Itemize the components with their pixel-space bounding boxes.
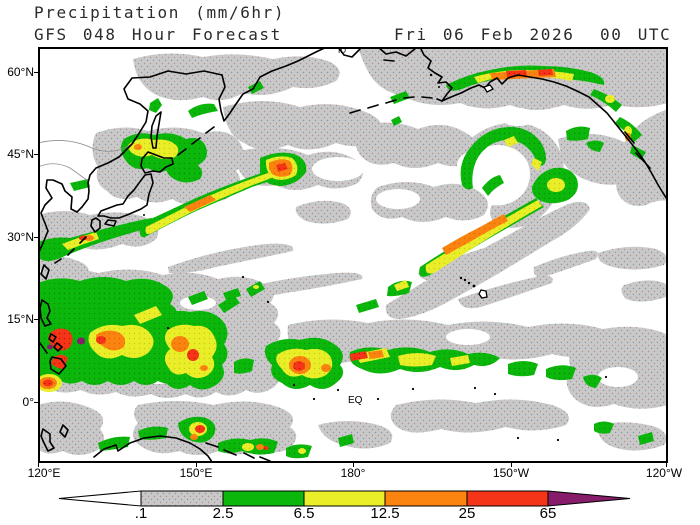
valid-date: Fri 06 Feb 2026 <box>394 25 575 44</box>
colorbar-label-65: 65 <box>539 505 557 522</box>
colorbar-green-segment <box>222 490 305 507</box>
lat-label-15n: 15°N <box>7 312 34 326</box>
lon-tick <box>666 463 667 467</box>
lon-tick <box>38 463 39 467</box>
lon-label-120e: 120°E <box>27 466 61 480</box>
lat-tick <box>34 319 38 320</box>
colorbar-label-6.5: 6.5 <box>293 505 315 522</box>
lon-label-120w: 120°W <box>645 466 683 480</box>
colorbar-orange-segment <box>384 490 468 507</box>
lon-tick <box>511 463 512 467</box>
forecast-map: EQ ID <box>38 47 668 463</box>
colorbar-below-min-arrow <box>58 490 142 507</box>
lon-label-180: 180° <box>340 466 366 480</box>
colorbar-yellow-segment <box>303 490 386 507</box>
lon-tick <box>196 463 197 467</box>
country-borders <box>39 140 131 182</box>
clear-air-holes <box>84 108 638 387</box>
colorbar-label-12.5: 12.5 <box>370 505 400 522</box>
colorbar-label-25: 25 <box>458 505 476 522</box>
lat-tick <box>34 154 38 155</box>
lat-tick <box>34 237 38 238</box>
forecast-subtitle: GFS 048 Hour Forecast <box>34 25 282 44</box>
lon-label-150e: 150°E <box>179 466 213 480</box>
colorbar-red-segment <box>466 490 549 507</box>
colorbar-above-max-arrow <box>547 490 631 507</box>
equator-label: EQ <box>348 395 363 406</box>
forecast-map-canvas: EQ ID <box>38 47 668 463</box>
lat-tick <box>34 402 38 403</box>
small-island-dots <box>143 73 608 442</box>
lat-tick <box>34 72 38 73</box>
lat-label-0: 0° <box>22 395 34 409</box>
lon-label-150w: 150°W <box>492 466 530 480</box>
colorbar-gray-segment <box>140 490 224 507</box>
precip-colorbar <box>58 490 631 507</box>
precip-purple-shading <box>47 337 85 350</box>
lat-label-45n: 45°N <box>7 147 34 161</box>
colorbar-label-2.5: 2.5 <box>212 505 234 522</box>
lon-tick <box>353 463 354 467</box>
lat-label-30n: 30°N <box>7 230 34 244</box>
coastlines <box>39 48 667 462</box>
page-title: Precipitation (mm/6hr) <box>34 3 286 22</box>
map-frame <box>38 47 668 463</box>
colorbar-label-0.1: .1 <box>134 505 148 522</box>
lat-label-60n: 60°N <box>7 65 34 79</box>
top-edge-station-label: ID <box>338 47 346 55</box>
valid-time: 00 UTC <box>600 25 672 44</box>
precip-red-shading <box>43 69 553 450</box>
island-outlines <box>478 84 494 299</box>
